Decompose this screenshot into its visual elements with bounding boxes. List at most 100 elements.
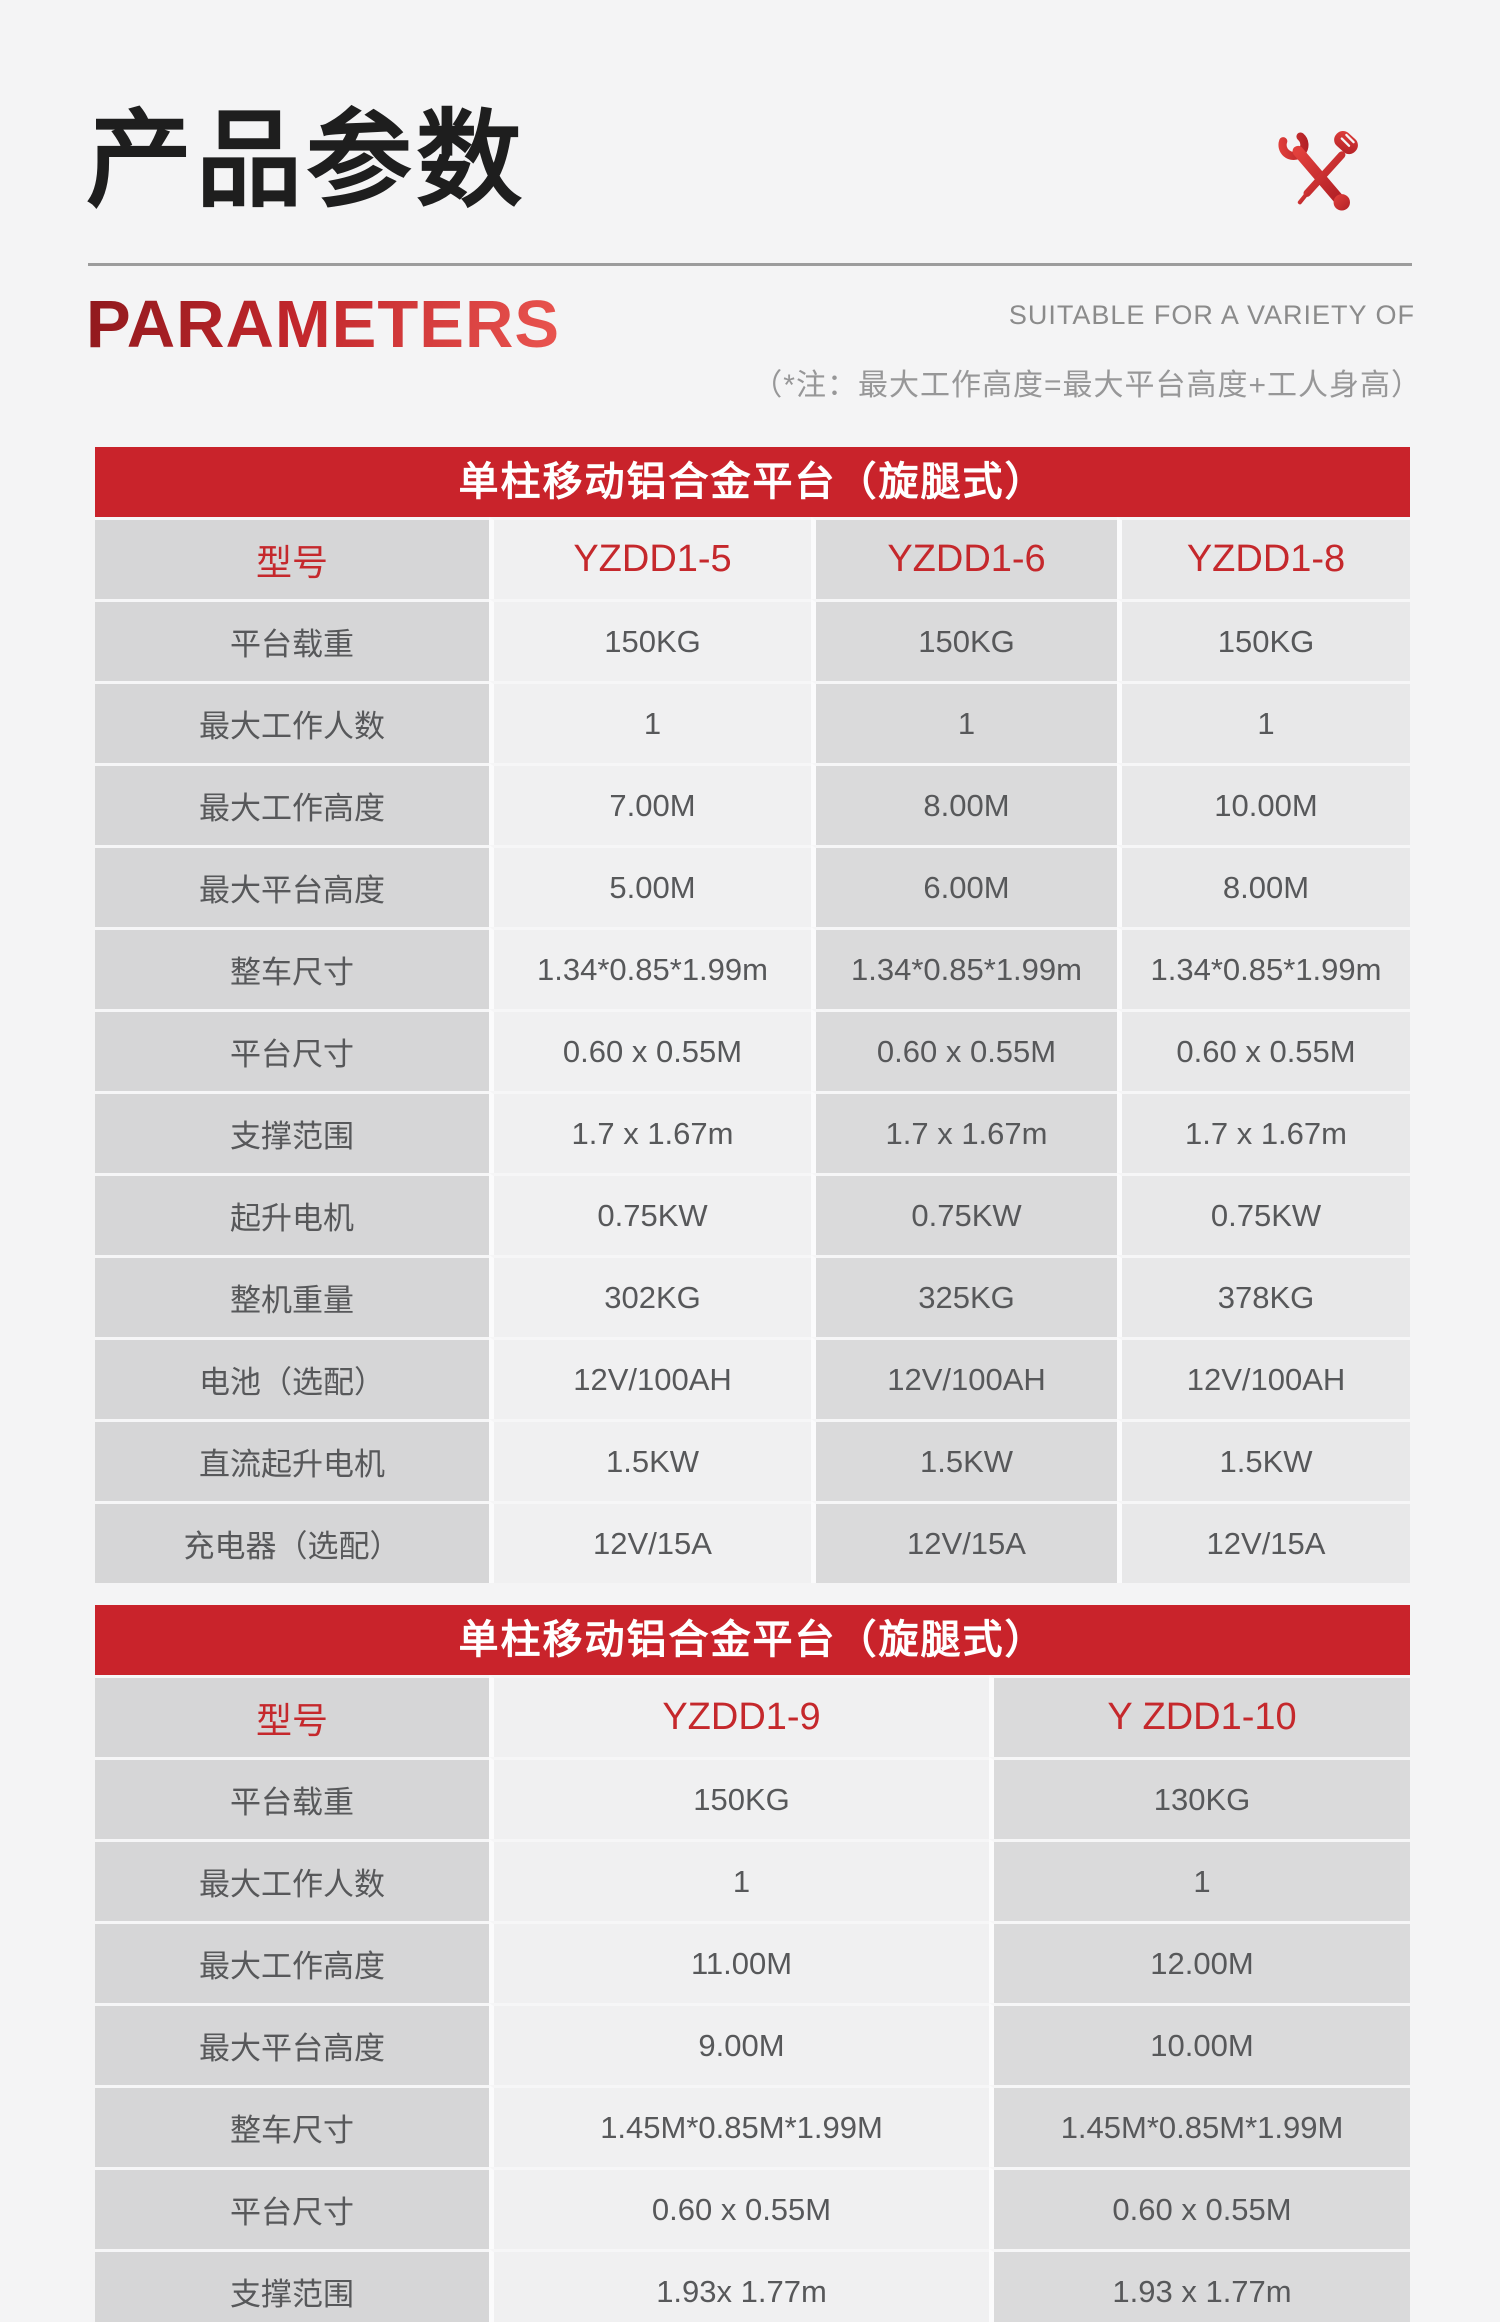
spec-row: 充电器（选配） 12V/15A 12V/15A 12V/15A [95, 1501, 1410, 1583]
spec-label: 起升电机 [95, 1173, 489, 1255]
spec-value: 10.00M [989, 2003, 1410, 2085]
spec-value: 1 [489, 681, 811, 763]
suitable-caption: SUITABLE FOR A VARIETY OF [1008, 300, 1415, 330]
spec-row: 支撑范围 1.93x 1.77m 1.93 x 1.77m [95, 2249, 1410, 2322]
spec-value: 1 [1117, 681, 1410, 763]
table2-model-body: 型号 YZDD1-9 Y ZDD1-10 [95, 1675, 1410, 1757]
spec-row: 最大工作人数 1 1 [95, 1839, 1410, 1921]
spec-value: 1.34*0.85*1.99m [1117, 927, 1410, 1009]
model-row-label: 型号 [95, 517, 489, 599]
model-row: 型号 YZDD1-5 YZDD1-6 YZDD1-8 [95, 517, 1410, 599]
spec-label: 平台载重 [95, 1757, 489, 1839]
spec-label: 整机重量 [95, 1255, 489, 1337]
spec-label: 最大工作人数 [95, 1839, 489, 1921]
spec-value: 5.00M [489, 845, 811, 927]
spec-value: 12V/15A [811, 1501, 1117, 1583]
spec-value: 12V/100AH [489, 1337, 811, 1419]
spec-value: 325KG [811, 1255, 1117, 1337]
table1-title-band: 单柱移动铝合金平台（旋腿式） [95, 447, 1410, 517]
spec-row: 平台载重 150KG 150KG 150KG [95, 599, 1410, 681]
spec-row: 平台尺寸 0.60 x 0.55M 0.60 x 0.55M [95, 2167, 1410, 2249]
spec-label: 整车尺寸 [95, 927, 489, 1009]
spec-label: 充电器（选配） [95, 1501, 489, 1583]
spec-value: 11.00M [489, 1921, 989, 2003]
spec-value: 1.5KW [489, 1419, 811, 1501]
spec-value: 1.7 x 1.67m [1117, 1091, 1410, 1173]
spec-value: 1 [989, 1839, 1410, 1921]
spec-value: 8.00M [1117, 845, 1410, 927]
model-name: YZDD1-5 [489, 517, 811, 599]
spec-row: 最大平台高度 9.00M 10.00M [95, 2003, 1410, 2085]
spec-value: 1 [489, 1839, 989, 1921]
spec-table-2: 型号 YZDD1-9 Y ZDD1-10 平台载重 150KG 130KG 最大… [95, 1675, 1410, 2322]
section-divider [88, 263, 1412, 266]
spec-label: 支撑范围 [95, 1091, 489, 1173]
spec-value: 0.60 x 0.55M [489, 1009, 811, 1091]
spec-row: 整车尺寸 1.34*0.85*1.99m 1.34*0.85*1.99m 1.3… [95, 927, 1410, 1009]
spec-label: 支撑范围 [95, 2249, 489, 2322]
spec-row: 最大工作高度 11.00M 12.00M [95, 1921, 1410, 2003]
spec-value: 1.34*0.85*1.99m [811, 927, 1117, 1009]
spec-value: 0.75KW [811, 1173, 1117, 1255]
spec-value: 150KG [489, 599, 811, 681]
spec-row: 整机重量 302KG 325KG 378KG [95, 1255, 1410, 1337]
model-name: YZDD1-6 [811, 517, 1117, 599]
spec-label: 直流起升电机 [95, 1419, 489, 1501]
spec-value: 0.60 x 0.55M [989, 2167, 1410, 2249]
spec-label: 平台尺寸 [95, 2167, 489, 2249]
spec-value: 9.00M [489, 2003, 989, 2085]
model-name: Y ZDD1-10 [989, 1675, 1410, 1757]
spec-value: 150KG [1117, 599, 1410, 681]
spec-value: 378KG [1117, 1255, 1410, 1337]
spec-value: 0.60 x 0.55M [489, 2167, 989, 2249]
spec-value: 12V/100AH [1117, 1337, 1410, 1419]
model-name: YZDD1-9 [489, 1675, 989, 1757]
spec-row: 平台载重 150KG 130KG [95, 1757, 1410, 1839]
spec-value: 7.00M [489, 763, 811, 845]
spec-row: 平台尺寸 0.60 x 0.55M 0.60 x 0.55M 0.60 x 0.… [95, 1009, 1410, 1091]
spec-value: 1.34*0.85*1.99m [489, 927, 811, 1009]
spec-value: 1.7 x 1.67m [811, 1091, 1117, 1173]
spec-row: 起升电机 0.75KW 0.75KW 0.75KW [95, 1173, 1410, 1255]
spec-label: 最大平台高度 [95, 845, 489, 927]
page-subtitle-en: PARAMETERS [86, 287, 561, 362]
spec-value: 10.00M [1117, 763, 1410, 845]
spec-row: 最大工作高度 7.00M 8.00M 10.00M [95, 763, 1410, 845]
model-name: YZDD1-8 [1117, 517, 1410, 599]
spec-value: 12V/15A [1117, 1501, 1410, 1583]
spec-value: 1.5KW [811, 1419, 1117, 1501]
spec-value: 12V/15A [489, 1501, 811, 1583]
spec-label: 平台载重 [95, 599, 489, 681]
spec-label: 最大工作人数 [95, 681, 489, 763]
spec-value: 1.93x 1.77m [489, 2249, 989, 2322]
spec-label: 最大工作高度 [95, 763, 489, 845]
model-row: 型号 YZDD1-9 Y ZDD1-10 [95, 1675, 1410, 1757]
spec-row: 支撑范围 1.7 x 1.67m 1.7 x 1.67m 1.7 x 1.67m [95, 1091, 1410, 1173]
spec-row: 电池（选配） 12V/100AH 12V/100AH 12V/100AH [95, 1337, 1410, 1419]
table2-title-band: 单柱移动铝合金平台（旋腿式） [95, 1605, 1410, 1675]
spec-value: 150KG [811, 599, 1117, 681]
spec-row: 直流起升电机 1.5KW 1.5KW 1.5KW [95, 1419, 1410, 1501]
spec-value: 6.00M [811, 845, 1117, 927]
spec-label: 平台尺寸 [95, 1009, 489, 1091]
spec-label: 电池（选配） [95, 1337, 489, 1419]
spec-row: 最大工作人数 1 1 1 [95, 681, 1410, 763]
page-title: 产品参数 [86, 102, 526, 220]
wrench-screwdriver-icon [1278, 129, 1358, 211]
spec-table-1: 型号 YZDD1-5 YZDD1-6 YZDD1-8 平台载重 150KG 15… [95, 517, 1410, 1583]
spec-label: 最大平台高度 [95, 2003, 489, 2085]
spec-value: 12.00M [989, 1921, 1410, 2003]
spec-value: 0.60 x 0.55M [811, 1009, 1117, 1091]
spec-row: 最大平台高度 5.00M 6.00M 8.00M [95, 845, 1410, 927]
model-row-label: 型号 [95, 1675, 489, 1757]
spec-value: 12V/100AH [811, 1337, 1117, 1419]
spec-label: 整车尺寸 [95, 2085, 489, 2167]
spec-value: 1.7 x 1.67m [489, 1091, 811, 1173]
spec-value: 1.45M*0.85M*1.99M [489, 2085, 989, 2167]
spec-value: 302KG [489, 1255, 811, 1337]
spec-value: 0.75KW [1117, 1173, 1410, 1255]
spec-value: 1.45M*0.85M*1.99M [989, 2085, 1410, 2167]
spec-value: 0.60 x 0.55M [1117, 1009, 1410, 1091]
table1-body: 平台载重 150KG 150KG 150KG 最大工作人数 1 1 1 最大工作… [95, 599, 1410, 1583]
